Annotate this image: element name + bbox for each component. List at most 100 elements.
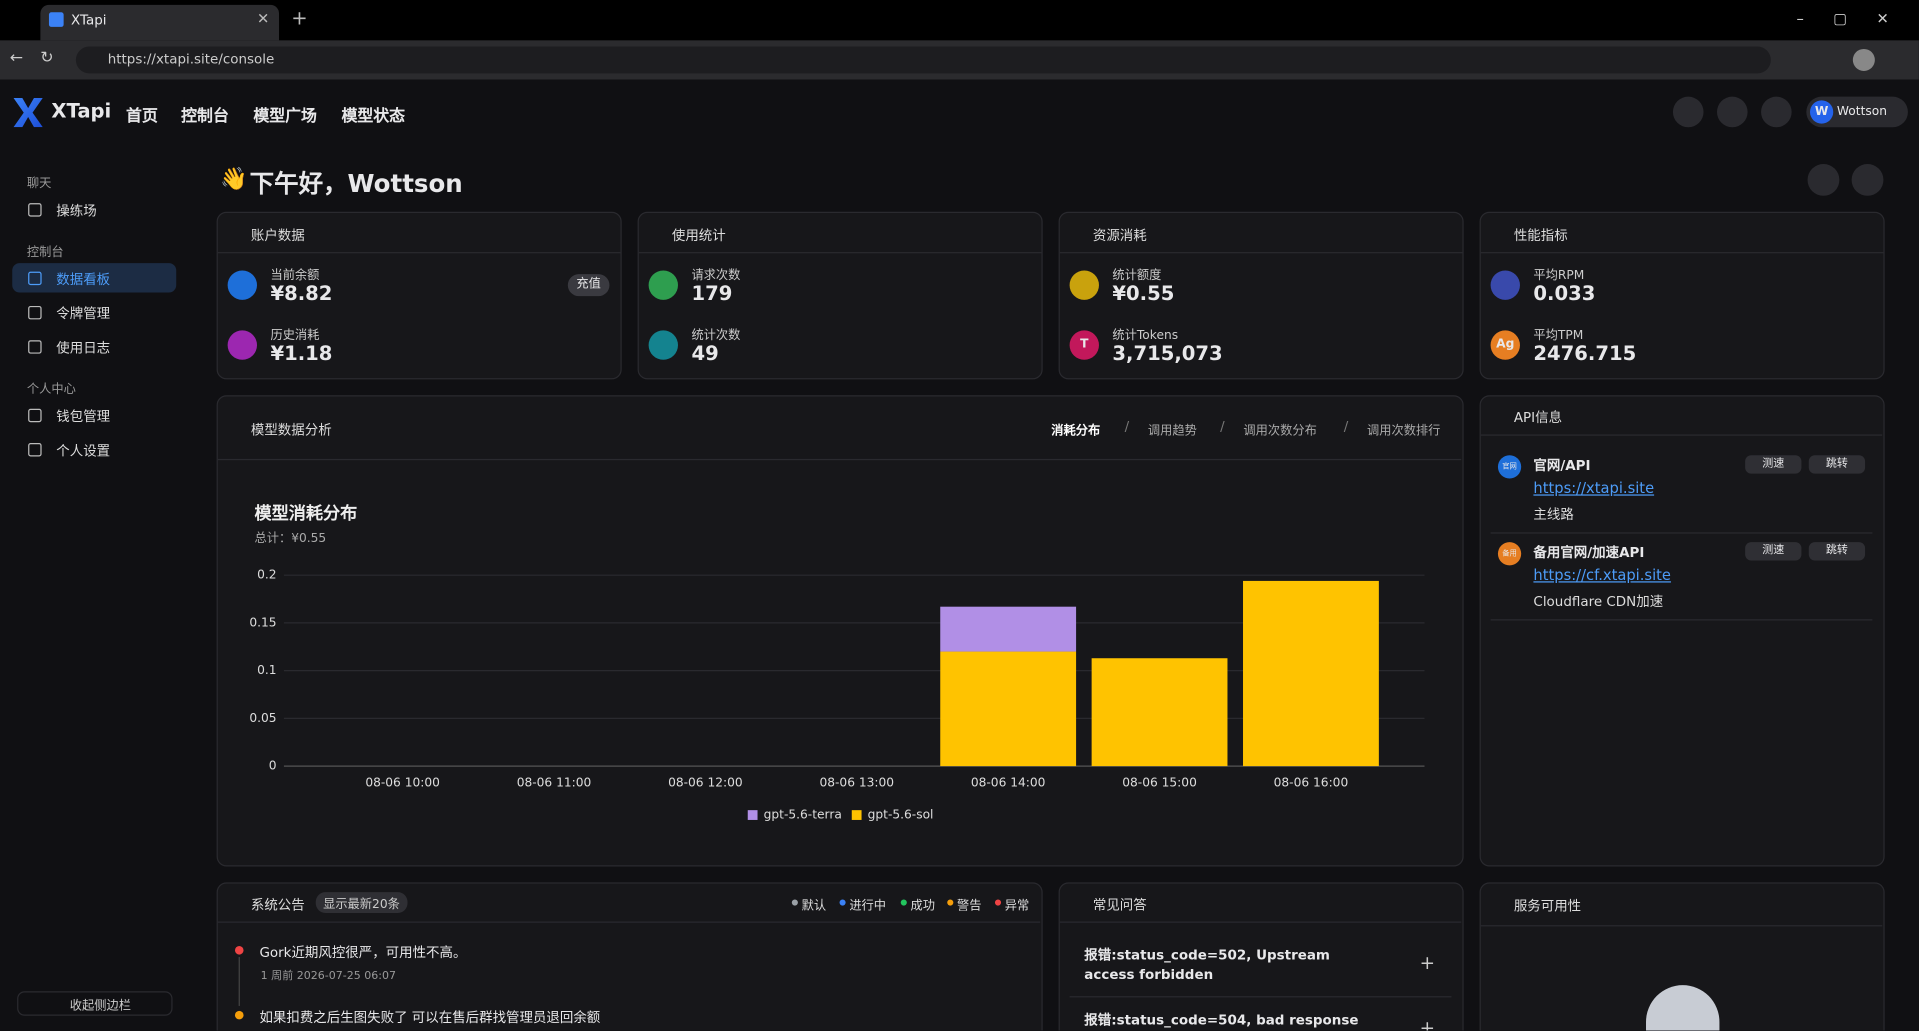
collapse-button[interactable] xyxy=(17,991,173,1016)
jump-button[interactable]: 跳转 xyxy=(1808,455,1866,474)
recharge-button[interactable]: 充值 xyxy=(567,274,610,297)
favicon xyxy=(48,12,64,27)
stat-label: 平均TPM xyxy=(1533,329,1584,343)
legend-dot xyxy=(839,899,846,906)
new-tab[interactable]: + xyxy=(291,6,308,30)
divider xyxy=(1490,532,1873,534)
profile[interactable] xyxy=(1852,48,1875,71)
nav-link[interactable]: 控制台 xyxy=(181,107,229,127)
divider xyxy=(217,921,1041,923)
avatar: W xyxy=(1810,100,1834,124)
legend-dot xyxy=(947,899,954,906)
display[interactable] xyxy=(1716,96,1748,128)
timeline-dot xyxy=(234,945,244,955)
api-name: 官网/API xyxy=(1533,457,1591,474)
chart-title: 模型消耗分布 xyxy=(255,503,358,524)
legend-label: 成功 xyxy=(910,899,935,913)
faq-question[interactable]: 报错:status_code=502, Upstream access forb… xyxy=(1084,947,1330,983)
api-badge: 官网 xyxy=(1497,455,1522,479)
announcement-text: Gork近期风控很严，可用性不高。 xyxy=(259,944,467,961)
bar xyxy=(940,651,1077,767)
sidebar-icon xyxy=(28,203,42,217)
nav-link[interactable]: 模型广场 xyxy=(253,107,317,127)
divider xyxy=(1059,921,1462,923)
stat-value: 179 xyxy=(691,281,733,305)
announcement-text: 如果扣费之后生图失败了 可以在售后群找管理员退回余额 xyxy=(259,1009,601,1026)
sidebar-group: 控制台 xyxy=(26,245,64,260)
tab-sep: / xyxy=(1124,418,1130,435)
tab[interactable]: 调用次数排行 xyxy=(1366,424,1441,439)
sidebar-item[interactable]: 个人设置 xyxy=(56,443,111,459)
legend-dot xyxy=(900,899,907,906)
faq-question[interactable]: 报错:status_code=504, bad response xyxy=(1084,1012,1359,1028)
window-controls[interactable]: –▢✕ xyxy=(1796,9,1919,27)
stat-label: 请求次数 xyxy=(691,269,741,283)
bar xyxy=(1243,580,1379,767)
x-tick-label: 08-06 13:00 xyxy=(819,776,894,790)
sidebar-item[interactable]: 钱包管理 xyxy=(56,408,111,425)
greeting-icon: 👋 xyxy=(220,166,248,193)
tab[interactable]: 消耗分布 xyxy=(1051,424,1101,439)
faq-expand: + xyxy=(1419,952,1436,975)
stat-label: 当前余额 xyxy=(270,269,320,283)
tab-sep: / xyxy=(1343,418,1349,435)
divider xyxy=(217,252,621,254)
announcement-time: 1 周前 2026-07-25 06:07 xyxy=(260,970,396,983)
stat-card-title: 性能指标 xyxy=(1513,227,1568,244)
faq-title: 常见问答 xyxy=(1092,897,1147,913)
sidebar-item[interactable]: 数据看板 xyxy=(56,271,111,288)
sidebar-icon xyxy=(28,443,42,457)
divider xyxy=(1480,434,1883,436)
refresh[interactable] xyxy=(1851,163,1884,196)
tab[interactable]: 调用次数分布 xyxy=(1243,424,1317,439)
nav-link[interactable]: 模型状态 xyxy=(341,107,406,127)
language[interactable] xyxy=(1761,96,1792,128)
bell[interactable] xyxy=(1672,96,1704,128)
sidebar-item[interactable]: 操练场 xyxy=(56,203,97,220)
legend-label: 进行中 xyxy=(849,899,887,913)
stat-icon xyxy=(648,330,678,360)
x-tick-label: 08-06 10:00 xyxy=(365,776,440,790)
api-url[interactable]: https://xtapi.site xyxy=(1533,479,1655,497)
search[interactable] xyxy=(1807,163,1840,196)
tab[interactable]: 调用趋势 xyxy=(1147,424,1197,439)
nav-link[interactable]: 首页 xyxy=(126,107,158,127)
sidebar-item[interactable]: 令牌管理 xyxy=(56,305,111,322)
chart: 模型消耗分布 总计：¥0.55 0 0.05 0.1 0.15 0.2 08-06 10:… xyxy=(249,503,1425,822)
tab-close[interactable]: ✕ xyxy=(256,9,270,27)
tab-bar xyxy=(0,0,1919,41)
stat-label: 统计Tokens xyxy=(1112,329,1179,343)
x-tick-label: 08-06 12:00 xyxy=(668,776,743,790)
sidebar-item[interactable]: 使用日志 xyxy=(56,340,111,357)
stat-value: ¥8.82 xyxy=(270,281,333,305)
stat-icon: T xyxy=(1069,330,1099,360)
api-desc: Cloudflare CDN加速 xyxy=(1533,593,1664,610)
stat-card-title: 使用统计 xyxy=(671,227,726,244)
sidebar-icon xyxy=(28,305,42,320)
sidebar-group: 个人中心 xyxy=(26,383,76,397)
legend-dot xyxy=(994,899,1002,906)
jump-button[interactable]: 跳转 xyxy=(1808,542,1866,561)
x-tick-label: 08-06 11:00 xyxy=(517,776,592,790)
stat-icon xyxy=(227,270,257,300)
tab[interactable] xyxy=(40,4,280,41)
analysis-title: 模型数据分析 xyxy=(250,422,332,439)
url-box[interactable] xyxy=(75,46,1771,74)
stat-card xyxy=(637,211,1043,380)
test-button[interactable]: 测速 xyxy=(1745,455,1802,474)
legend-swatch xyxy=(747,810,758,820)
legend-label: 异常 xyxy=(1004,899,1030,913)
greeting: 下午好，Wottson xyxy=(249,168,463,199)
stat-card xyxy=(1058,211,1464,380)
collapse-label: 收起侧边栏 xyxy=(69,999,131,1014)
stat-value: 0.033 xyxy=(1533,281,1596,305)
brand[interactable]: XTapi xyxy=(51,99,112,123)
api-url[interactable]: https://cf.xtapi.site xyxy=(1533,566,1671,584)
test-button[interactable]: 测速 xyxy=(1745,542,1802,561)
stat-label: 统计额度 xyxy=(1112,269,1162,283)
legend-dot xyxy=(791,899,798,906)
nav-buttons[interactable]: ←↻ xyxy=(9,48,71,68)
divider xyxy=(638,252,1042,254)
badge: 显示最新20条 xyxy=(315,892,408,913)
